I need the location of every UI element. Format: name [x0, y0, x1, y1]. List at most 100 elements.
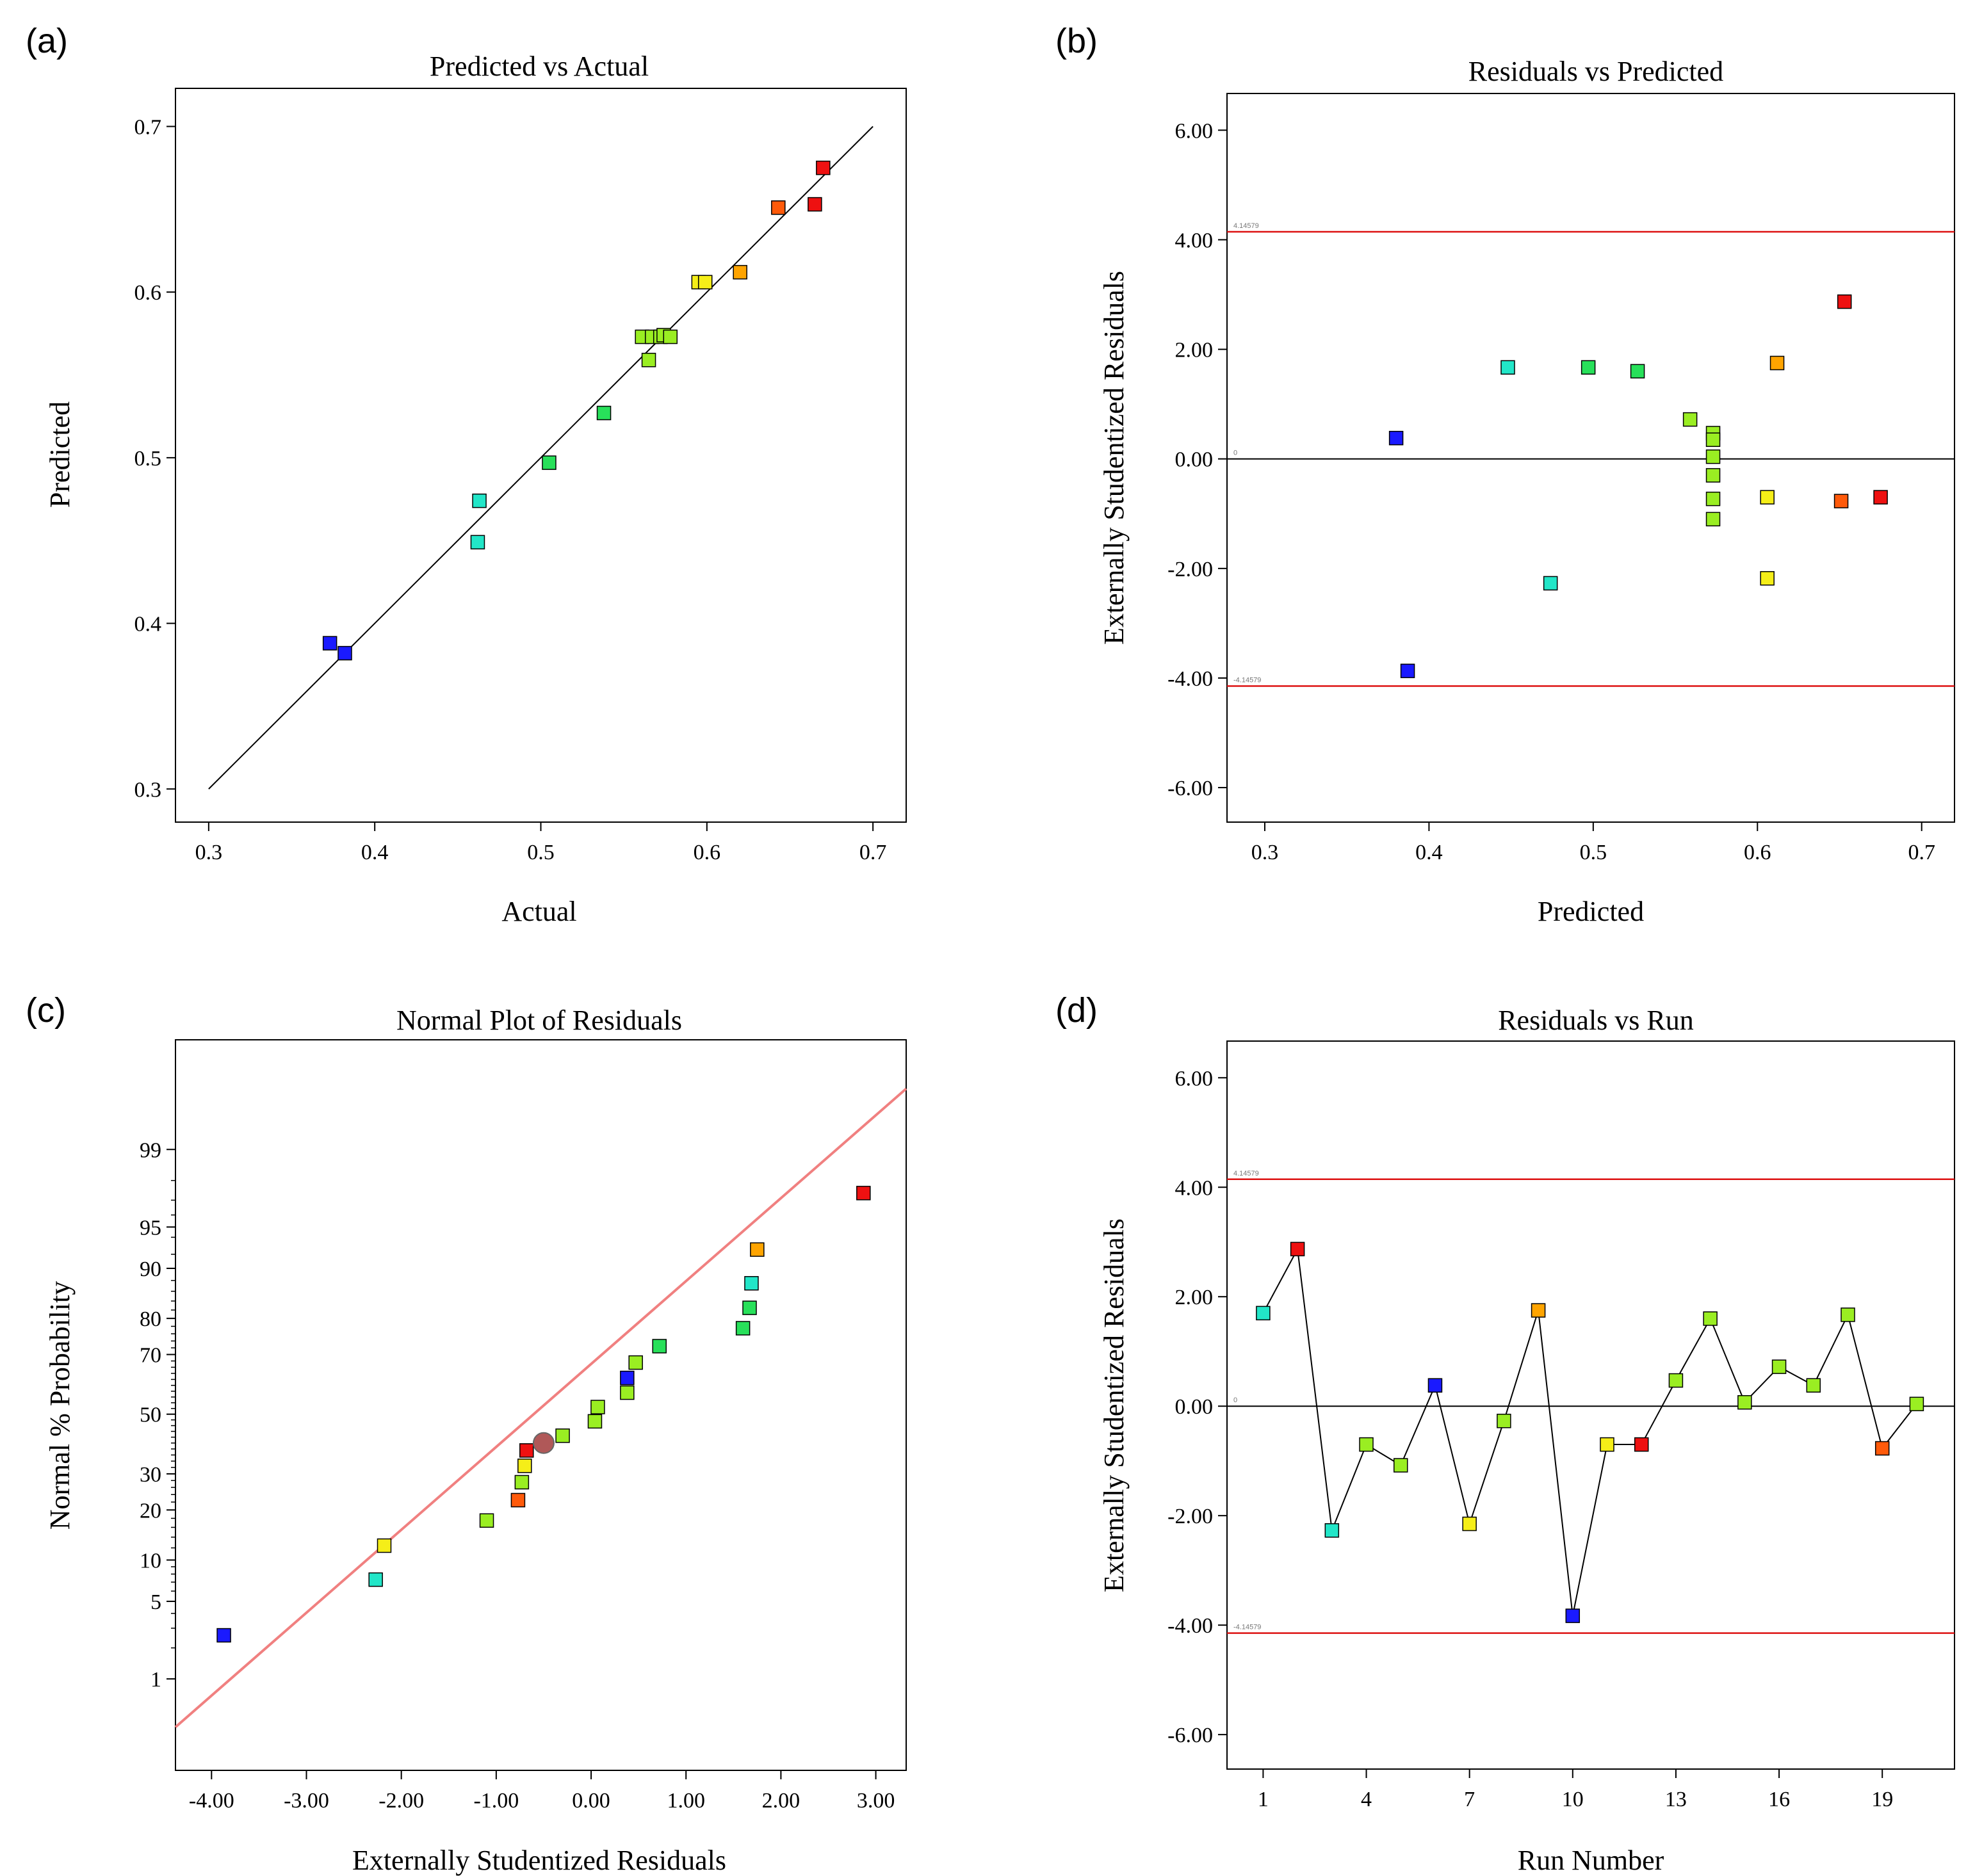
panel-a-x-label: Actual: [501, 896, 576, 927]
data-point: [1806, 1378, 1821, 1393]
data-point: [750, 1242, 765, 1257]
data-point: [472, 493, 487, 508]
y-tick-label: 4.00: [1175, 1176, 1214, 1200]
panel-a-points: [322, 160, 831, 661]
x-tick-label: 0.4: [361, 841, 389, 864]
y-tick-label: -4.00: [1167, 1614, 1213, 1638]
data-point: [1909, 1396, 1924, 1412]
data-point: [1359, 1437, 1374, 1452]
reference-line: [208, 125, 874, 789]
panel-c-x-axis: -4.00 -3.00 -2.00 -1.00 0.00 1.00 2.00 3.00: [189, 1770, 895, 1813]
panel-d-y-label: Externally Studentized Residuals: [1098, 1218, 1130, 1592]
data-point: [1634, 1437, 1649, 1452]
data-point: [620, 1370, 635, 1386]
data-point: [1705, 432, 1721, 448]
data-point: [1388, 430, 1404, 446]
panel-a-label: (a): [26, 22, 68, 60]
panel-c-y-axis: 1 5 10 20 30 50 70 80 90 95 99: [140, 1138, 175, 1692]
x-tick-label: 0.6: [1744, 841, 1771, 864]
x-tick-label: 13: [1665, 1788, 1687, 1811]
data-point: [517, 1459, 532, 1473]
y-tick-label: 2.00: [1175, 339, 1214, 362]
series-line: [1262, 1247, 1917, 1616]
data-point: [1837, 294, 1852, 309]
panel-d-y-axis: 6.00 4.00 2.00 0.00 -2.00 -4.00 -6.00: [1167, 1067, 1227, 1747]
y-tick-label: -6.00: [1167, 1724, 1213, 1747]
y-tick-label: 0.5: [134, 447, 162, 471]
limit-line-label: 4.14579: [1233, 222, 1259, 230]
data-point: [519, 1443, 534, 1458]
x-tick-label: 10: [1562, 1788, 1584, 1811]
panel-c-x-label: Externally Studentized Residuals: [352, 1845, 726, 1876]
data-point: [1565, 1608, 1581, 1623]
panel-a-y-axis: 0.3 0.4 0.5 0.6 0.7: [134, 115, 175, 802]
data-point: [1500, 360, 1515, 375]
panel-b-title: Residuals vs Predicted: [1468, 56, 1723, 87]
data-point: [470, 535, 485, 550]
data-point: [1833, 494, 1849, 508]
limit-line-label: -4.14579: [1233, 676, 1261, 684]
x-tick-label: 1: [1258, 1788, 1269, 1811]
x-tick-label: 1.00: [667, 1789, 705, 1813]
panel-d-plot-frame: [1226, 1040, 1955, 1770]
data-point: [1841, 1307, 1855, 1322]
data-point: [514, 1475, 530, 1490]
data-point: [1290, 1241, 1305, 1257]
panel-d-reference-lines: 4.14579 -4.14579 0: [1227, 1170, 1955, 1634]
data-point: [322, 636, 337, 651]
y-tick-label: 30: [140, 1463, 161, 1487]
panel-d-series-line: [1262, 1247, 1917, 1616]
panel-b-points: [1388, 294, 1888, 679]
data-point: [808, 197, 822, 212]
y-tick-label: 0.00: [1175, 448, 1214, 472]
data-point: [1581, 360, 1596, 375]
y-tick-label: 0.6: [134, 281, 162, 305]
panel-b-plot-frame: [1226, 93, 1955, 823]
panel-a: (a) Predicted vs Actual 0.3 0.4 0.5 0.6 0.7 …: [26, 22, 907, 927]
y-tick-label: -2.00: [1167, 558, 1213, 581]
panel-b-y-axis: 6.00 4.00 2.00 0.00 -2.00 -4.00 -6.00: [1167, 119, 1227, 800]
data-point: [1703, 1311, 1718, 1326]
panel-a-x-axis: 0.3 0.4 0.5 0.6 0.7: [195, 822, 886, 864]
limit-line-label: 4.14579: [1233, 1170, 1259, 1177]
zero-line-label: 0: [1233, 1396, 1237, 1404]
data-point: [744, 1276, 759, 1291]
data-point: [555, 1428, 570, 1443]
data-point: [1324, 1523, 1340, 1538]
x-tick-label: 7: [1464, 1788, 1475, 1811]
panel-b: (b) Residuals vs Predicted 0.3 0.4 0.5 0.6 0…: [1055, 22, 1955, 927]
panel-c-fit-line: [174, 1087, 907, 1728]
y-tick-label: -4.00: [1167, 667, 1213, 691]
data-point: [856, 1186, 871, 1201]
data-point: [1874, 1441, 1890, 1456]
data-point: [1497, 1414, 1511, 1428]
y-tick-label: 20: [140, 1499, 161, 1523]
data-point: [1427, 1378, 1443, 1393]
y-tick-label: 1: [150, 1668, 161, 1692]
y-tick-label: 95: [140, 1216, 161, 1240]
panel-d-title: Residuals vs Run: [1498, 1005, 1694, 1036]
y-tick-label: 80: [140, 1307, 161, 1331]
data-point: [816, 160, 831, 175]
zero-line-label: 0: [1233, 449, 1237, 457]
x-tick-label: 0.3: [1251, 841, 1279, 864]
panel-a-reference-line: [208, 125, 874, 789]
data-point: [628, 1355, 643, 1370]
data-point: [1393, 1458, 1408, 1473]
x-tick-label: -2.00: [378, 1789, 424, 1813]
x-tick-label: 0.4: [1415, 841, 1443, 864]
data-point: [377, 1538, 392, 1553]
data-point: [1256, 1306, 1271, 1321]
panel-b-x-axis: 0.3 0.4 0.5 0.6 0.7: [1251, 822, 1935, 864]
data-point: [1769, 355, 1785, 371]
data-point: [1760, 490, 1775, 505]
x-tick-label: -1.00: [473, 1789, 519, 1813]
data-point: [652, 1339, 667, 1354]
data-point: [1600, 1437, 1614, 1452]
panel-c-label: (c): [26, 991, 66, 1030]
y-tick-label: 90: [140, 1257, 161, 1281]
data-point: [1400, 663, 1415, 679]
data-point: [590, 1400, 605, 1414]
data-point: [216, 1628, 231, 1643]
